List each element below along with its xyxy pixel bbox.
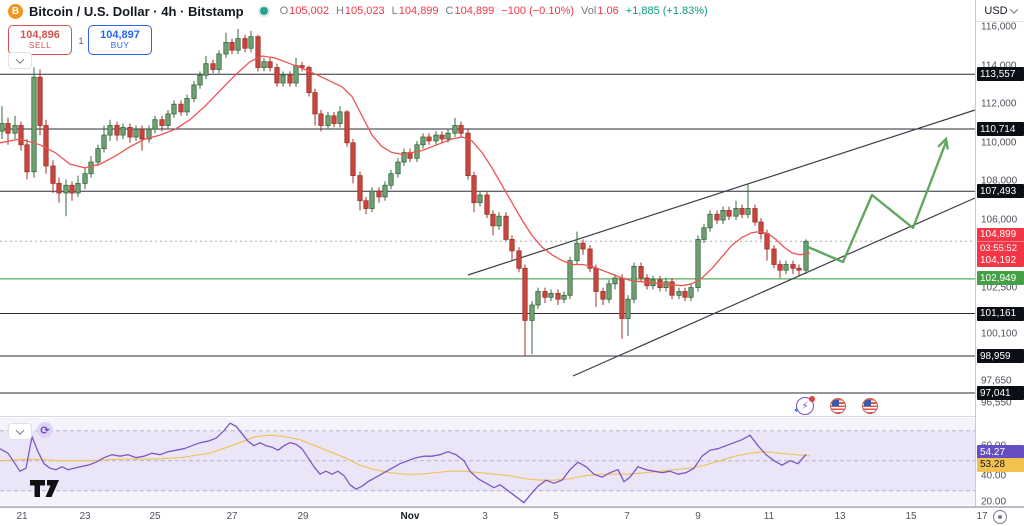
currency-dropdown[interactable]: USD: [976, 0, 1024, 22]
time-label: 21: [16, 511, 28, 522]
exchange-label: Bitstamp: [187, 3, 244, 19]
price-axis[interactable]: USD 104,899 03:55:52 116,000 114,000 112,0…: [975, 0, 1024, 508]
price-level-tag: 113,557: [977, 67, 1024, 82]
last-price-value: 104,899: [980, 229, 1017, 240]
change-value: −100 (−0.10%): [501, 5, 575, 17]
time-label: 25: [149, 511, 161, 522]
flag-union: [864, 400, 871, 406]
go-to-realtime-button[interactable]: [993, 510, 1007, 524]
price-tick-label: 100,100: [981, 328, 1018, 340]
volume-change: +1,885 (+1.83%): [625, 5, 708, 17]
bitcoin-icon: B: [8, 3, 23, 19]
main-pane-collapse-button[interactable]: [8, 52, 32, 69]
open-value: 105,002: [289, 5, 329, 17]
symbol-title[interactable]: Bitcoin / U.S. Dollar · 4h · Bitstamp: [29, 3, 244, 19]
last-price-tag: 104,899 03:55:52: [977, 228, 1024, 255]
us-flag-event-icon[interactable]: [862, 398, 878, 414]
chevron-down-icon: [15, 425, 25, 435]
buy-button[interactable]: 104,897 BUY: [88, 25, 152, 55]
volume-value: 1.06: [597, 5, 619, 17]
tradingview-logo[interactable]: [30, 480, 66, 502]
rsi-pane-collapse-button[interactable]: [8, 423, 32, 440]
flag-union: [832, 400, 839, 406]
price-tick-label: 106,000: [981, 214, 1018, 226]
time-label: 27: [226, 511, 238, 522]
sell-button[interactable]: 104,896 SELL: [8, 25, 72, 55]
high-value: 105,023: [344, 5, 385, 17]
price-tick-label: 102,500: [981, 282, 1018, 294]
chart-header: B Bitcoin / U.S. Dollar · 4h · Bitstamp …: [0, 0, 975, 22]
chevron-down-icon: [1009, 4, 1018, 14]
rsi-tick-label: 20.00: [981, 496, 1007, 508]
event-icons-row: ⚡ ✦: [793, 396, 878, 415]
time-axis[interactable]: 21 23 25 27 29 Nov 3 5 7 9 11 13 15 17: [0, 508, 1024, 526]
us-flag-event-icon[interactable]: [830, 398, 846, 414]
trade-widget: 104,896 SELL 104,897 BUY 1: [8, 25, 152, 55]
time-label: 11: [763, 511, 775, 522]
chevron-down-icon: [15, 54, 25, 64]
price-tick-label: 112,000: [981, 98, 1017, 110]
price-tick-label: 108,000: [981, 175, 1018, 187]
time-label: 3: [482, 511, 488, 522]
time-label: 17: [976, 511, 988, 522]
time-label: 13: [834, 511, 846, 522]
pane-divider[interactable]: [0, 416, 975, 417]
notification-dot: [809, 396, 815, 402]
price-level-tag: 101,161: [977, 306, 1024, 321]
price-level-tag: 110,714: [977, 122, 1024, 136]
sparkle-icon: ✦: [793, 406, 800, 415]
rsi-value-tag: 54.27: [977, 445, 1024, 459]
time-label: 5: [553, 511, 559, 522]
price-tick-label: 97,650: [981, 375, 1012, 387]
ai-lightning-icon[interactable]: ⚡ ✦: [793, 396, 815, 415]
time-label-month: Nov: [400, 511, 420, 522]
refresh-cycle-icon[interactable]: ⟳: [37, 422, 53, 438]
time-label: 7: [624, 511, 630, 522]
rsi-tick-label: 40.00: [981, 470, 1007, 482]
price-tick-label: 110,000: [981, 137, 1017, 149]
axis-divider: [0, 506, 1024, 508]
low-value: 104,899: [398, 5, 439, 17]
price-tick-label: 96,550: [981, 397, 1012, 408]
rsi-ma-value-tag: 53.28: [977, 457, 1024, 472]
time-label: 15: [905, 511, 917, 522]
price-level-tag: 98,959: [977, 349, 1024, 363]
bar-countdown: 03:55:52: [977, 241, 1024, 255]
time-label: 29: [297, 511, 309, 522]
price-chart-canvas[interactable]: [0, 0, 976, 526]
price-tick-label: 116,000: [981, 21, 1017, 33]
market-status-dot: [259, 7, 268, 15]
price-level-tag: 107,493: [977, 184, 1024, 199]
ma-price-tag: 104,192: [977, 253, 1024, 267]
price-level-tag: 97,041: [977, 386, 1024, 400]
price-tick-label: 114,000: [981, 60, 1017, 72]
time-label: 23: [79, 511, 91, 522]
time-label: 9: [695, 511, 701, 522]
spread-value: 1: [74, 34, 88, 47]
interval-label: 4h: [161, 3, 177, 19]
close-value: 104,899: [454, 5, 495, 17]
green-line-price-tag: 102,949: [977, 271, 1024, 285]
ohlc-readout: O105,002 H105,023 L104,899 C104,899 −100…: [279, 5, 708, 17]
